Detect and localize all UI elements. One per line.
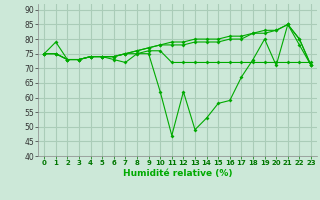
X-axis label: Humidité relative (%): Humidité relative (%) [123, 169, 232, 178]
